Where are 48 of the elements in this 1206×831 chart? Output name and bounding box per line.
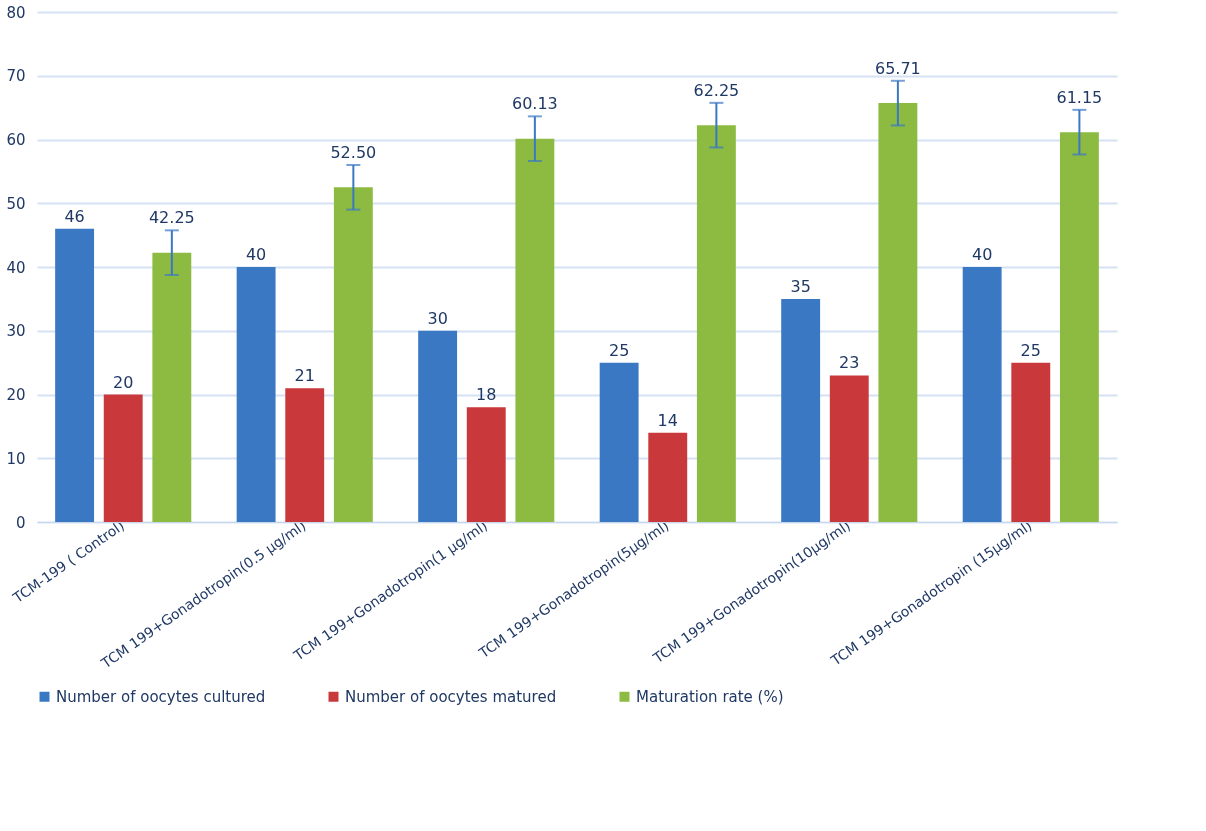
bar	[333, 187, 373, 522]
y-tick-label: 10	[6, 449, 26, 468]
bar	[648, 432, 688, 522]
y-tick-label: 30	[6, 322, 26, 341]
bar	[962, 267, 1002, 522]
y-tick-label: 0	[15, 513, 26, 532]
y-tick-label: 20	[6, 386, 26, 404]
bar	[55, 228, 95, 522]
data-label: 42.25	[148, 208, 195, 228]
data-label: 21	[294, 366, 315, 386]
data-label: 40	[971, 245, 993, 264]
data-label: 60.13	[511, 94, 558, 114]
legend-label: Number of oocytes cultured	[56, 687, 266, 706]
bar	[781, 298, 821, 522]
data-label: 65.71	[874, 58, 921, 78]
bar	[152, 252, 192, 522]
bar	[236, 267, 276, 522]
bar	[418, 330, 458, 522]
data-label: 30	[427, 308, 448, 328]
data-label: 35	[790, 276, 811, 296]
data-label: 52.50	[330, 143, 377, 162]
data-label: 25	[608, 340, 630, 360]
bar	[1011, 362, 1051, 522]
data-label: 40	[245, 245, 267, 264]
data-label: 23	[839, 353, 860, 373]
y-tick-label: 40	[6, 258, 26, 277]
bar	[829, 375, 869, 522]
legend-label: Number of oocytes matured	[345, 687, 557, 706]
bar	[1059, 132, 1099, 522]
data-label: 62.25	[693, 80, 740, 100]
data-label: 18	[476, 385, 497, 405]
y-tick-label: 70	[6, 67, 26, 86]
bar	[696, 125, 736, 522]
data-label: 25	[1020, 340, 1041, 360]
bar	[515, 138, 555, 522]
data-label: 20	[113, 372, 134, 392]
legend-label: Maturation rate (%)	[636, 687, 784, 706]
bar	[599, 362, 639, 522]
y-tick-label: 60	[6, 131, 26, 149]
bar	[285, 388, 325, 522]
data-label: 46	[64, 206, 85, 226]
y-tick-label: 80	[6, 3, 26, 22]
y-tick-label: 50	[6, 194, 26, 213]
data-label: 61.15	[1056, 87, 1103, 107]
bar	[466, 407, 506, 522]
bar	[103, 394, 143, 522]
bar	[878, 103, 918, 522]
data-label: 14	[657, 410, 678, 430]
